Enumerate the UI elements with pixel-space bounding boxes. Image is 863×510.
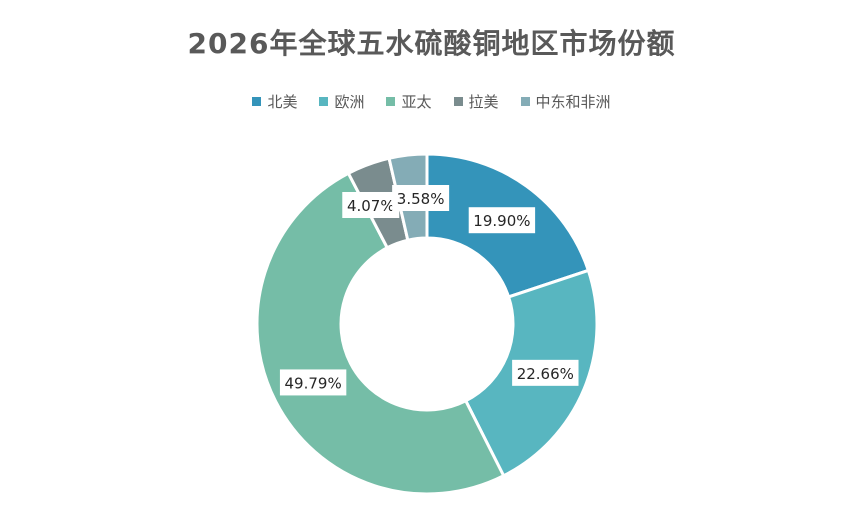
legend-swatch-asia-pacific: [386, 97, 396, 106]
legend-swatch-latin-america: [453, 97, 463, 106]
data-label-middle-east-africa: 3.58%: [392, 185, 450, 211]
data-label-text-middle-east-africa: 3.58%: [397, 190, 445, 208]
legend-item-latin-america: 拉美: [453, 91, 499, 112]
data-label-latin-america: 4.07%: [342, 192, 400, 218]
data-label-north-america: 19.90%: [468, 207, 536, 234]
legend-item-asia-pacific: 亚太: [386, 91, 432, 112]
chart-title: 2026年全球五水硫酸铜地区市场份额: [187, 27, 676, 60]
legend-label-latin-america: 拉美: [468, 93, 499, 111]
data-label-bg-middle-east-africa: [392, 185, 450, 211]
legend-item-europe: 欧洲: [319, 91, 364, 112]
legend-label-north-america: 北美: [267, 93, 298, 111]
data-label-europe: 22.66%: [512, 359, 579, 386]
legend: 北美 欧洲 亚太 拉美 中东和非洲: [0, 91, 863, 112]
legend-label-middle-east-africa: 中东和非洲: [535, 93, 611, 111]
legend-swatch-north-america: [252, 97, 262, 106]
data-label-text-north-america: 19.90%: [473, 212, 530, 230]
legend-label-asia-pacific: 亚太: [401, 93, 432, 111]
data-label-bg-north-america: [468, 207, 536, 234]
legend-item-north-america: 北美: [252, 91, 297, 112]
data-label-text-asia-pacific: 49.79%: [285, 374, 342, 392]
data-label-bg-asia-pacific: [279, 369, 347, 396]
data-label-asia-pacific: 49.79%: [279, 369, 347, 396]
legend-label-europe: 欧洲: [334, 93, 365, 111]
data-label-text-latin-america: 4.07%: [347, 197, 395, 215]
slice-asia-pacific: [255, 171, 506, 496]
legend-swatch-europe: [319, 97, 329, 106]
data-label-text-europe: 22.66%: [517, 365, 574, 383]
legend-item-middle-east-africa: 中东和非洲: [520, 91, 611, 112]
data-label-bg-latin-america: [342, 192, 400, 218]
legend-swatch-middle-east-africa: [520, 97, 530, 106]
data-label-bg-europe: [512, 359, 579, 386]
